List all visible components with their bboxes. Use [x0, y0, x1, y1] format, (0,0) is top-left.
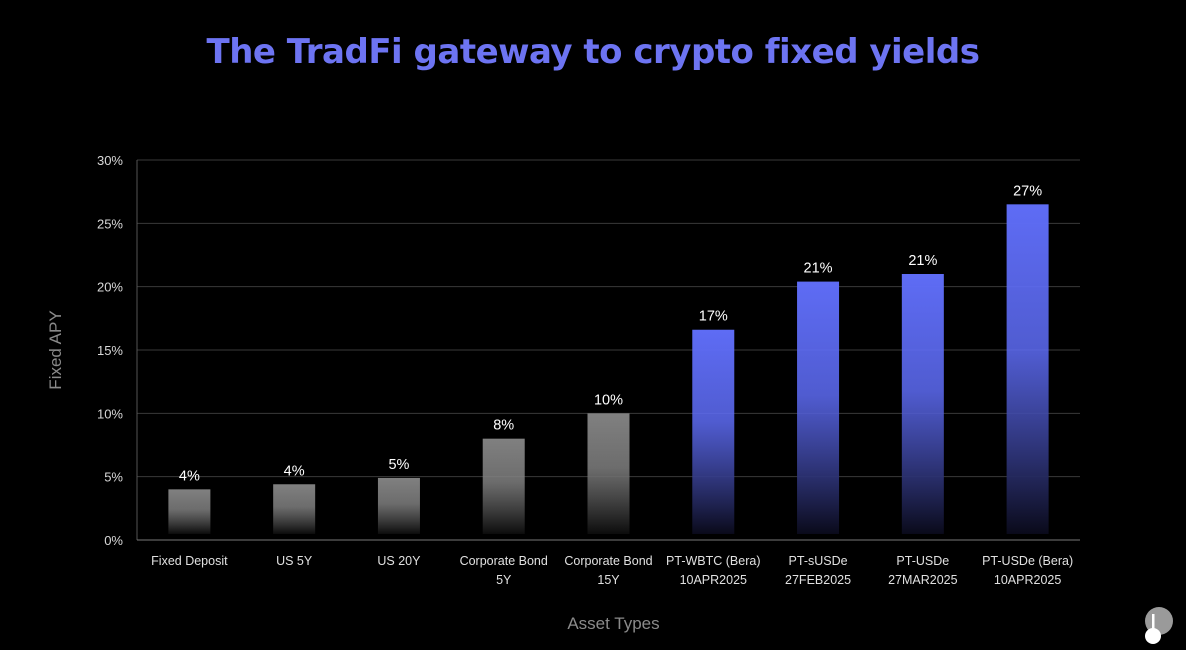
x-tick-label: PT-WBTC (Bera): [666, 554, 760, 568]
bar: [587, 413, 630, 534]
bar: [901, 274, 944, 534]
x-tick-label: PT-sUSDe: [789, 554, 848, 568]
y-tick-label: 20%: [97, 280, 123, 295]
bar: [692, 329, 735, 534]
y-tick-label: 30%: [97, 153, 123, 168]
x-tick-label: US 5Y: [276, 554, 313, 568]
x-tick-label: 15Y: [597, 573, 620, 587]
y-tick-label: 0%: [104, 533, 123, 548]
x-tick-label: Corporate Bond: [460, 554, 548, 568]
chart-title: The TradFi gateway to crypto fixed yield…: [206, 32, 980, 72]
x-tick-label: 10APR2025: [680, 573, 747, 587]
data-label: 10%: [594, 392, 623, 408]
bar: [482, 438, 525, 534]
bar: [273, 484, 316, 534]
x-axis-label: Asset Types: [567, 614, 659, 633]
data-label: 5%: [388, 457, 409, 473]
x-tick-label: PT-USDe: [896, 554, 949, 568]
data-label: 8%: [493, 418, 514, 434]
y-tick-label: 10%: [97, 406, 123, 421]
x-tick-label: Fixed Deposit: [151, 554, 228, 568]
x-tick-label: 5Y: [496, 573, 512, 587]
y-axis-label: Fixed APY: [46, 310, 65, 389]
bar: [1006, 204, 1049, 535]
y-tick-label: 25%: [97, 216, 123, 231]
data-label: 21%: [804, 261, 833, 277]
bar: [168, 489, 211, 534]
x-tick-label: 27FEB2025: [785, 573, 851, 587]
data-label: 4%: [284, 463, 305, 479]
data-label: 17%: [699, 309, 728, 325]
x-tick-label: Corporate Bond: [564, 554, 652, 568]
data-label: 27%: [1013, 183, 1042, 199]
bar: [797, 281, 840, 534]
data-label: 21%: [908, 253, 937, 269]
y-tick-label: 15%: [97, 343, 123, 358]
logo-icon: [1143, 606, 1173, 644]
bar: [377, 477, 420, 534]
x-tick-label: PT-USDe (Bera): [982, 554, 1073, 568]
y-tick-label: 5%: [104, 470, 123, 485]
data-label: 4%: [179, 468, 200, 484]
x-tick-label: 10APR2025: [994, 573, 1061, 587]
x-tick-label: US 20Y: [377, 554, 421, 568]
x-tick-label: 27MAR2025: [888, 573, 958, 587]
